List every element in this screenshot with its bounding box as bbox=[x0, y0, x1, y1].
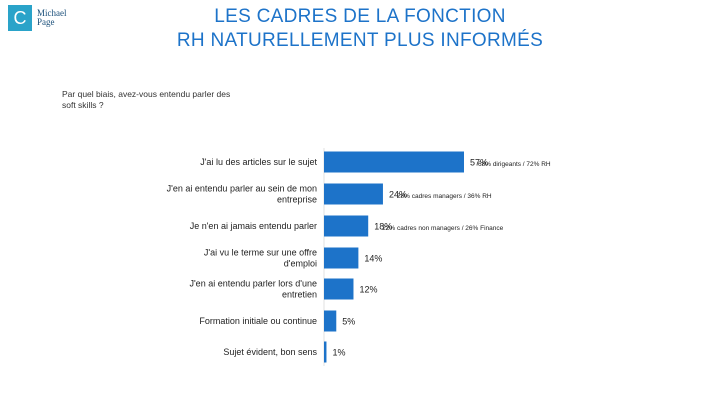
category-label-4: J'ai vu le terme sur une offre d'emploi bbox=[204, 248, 317, 269]
annotation-label-1: 68% dirigeants / 72% RH bbox=[478, 161, 551, 168]
value-label-3: 18% bbox=[374, 222, 392, 232]
category-label-6: Formation initiale ou continue bbox=[199, 316, 317, 326]
category-label-3: Je n'en ai jamais entendu parler bbox=[190, 221, 317, 231]
page-title: LES CADRES DE LA FONCTION RH NATURELLEME… bbox=[160, 5, 560, 53]
bar-1 bbox=[324, 151, 464, 173]
annotation-label-3: 22% cadres non managers / 26% Finance bbox=[382, 225, 503, 232]
value-label-1: 57% bbox=[470, 158, 488, 168]
bar-2 bbox=[324, 183, 383, 205]
category-label-7: Sujet évident, bon sens bbox=[223, 347, 317, 357]
value-label-2: 24% bbox=[389, 190, 407, 200]
title-line1: LES CADRES DE LA FONCTION bbox=[214, 6, 506, 27]
title-line2: RH NATURELLEMENT PLUS INFORMÉS bbox=[176, 30, 544, 51]
value-label-6: 5% bbox=[342, 317, 355, 327]
annotation-label-2: 28% cadres managers / 36% RH bbox=[397, 193, 492, 200]
value-label-5: 12% bbox=[359, 285, 377, 295]
category-label-5: J'en ai entendu parler lors d'une entreti… bbox=[189, 279, 317, 300]
category-label-1: J'ai lu des articles sur le sujet bbox=[200, 157, 317, 167]
logo-icon: C bbox=[8, 5, 32, 31]
value-label-7: 1% bbox=[332, 348, 345, 358]
logo-wordmark: Michael Page bbox=[37, 9, 67, 27]
bar-7 bbox=[324, 341, 327, 363]
bar-5 bbox=[324, 278, 354, 300]
category-label-2: J'en ai entendu parler au sein de mon ent… bbox=[167, 184, 317, 205]
logo-name-line2: Page bbox=[37, 17, 55, 27]
logo-name-line1: Michael bbox=[37, 8, 67, 18]
bar-4 bbox=[324, 247, 359, 269]
bar-3 bbox=[324, 215, 369, 237]
bar-6 bbox=[324, 310, 337, 332]
value-label-4: 14% bbox=[364, 254, 382, 264]
question-text: Par quel biais, avez-vous entendu parler… bbox=[62, 89, 231, 110]
